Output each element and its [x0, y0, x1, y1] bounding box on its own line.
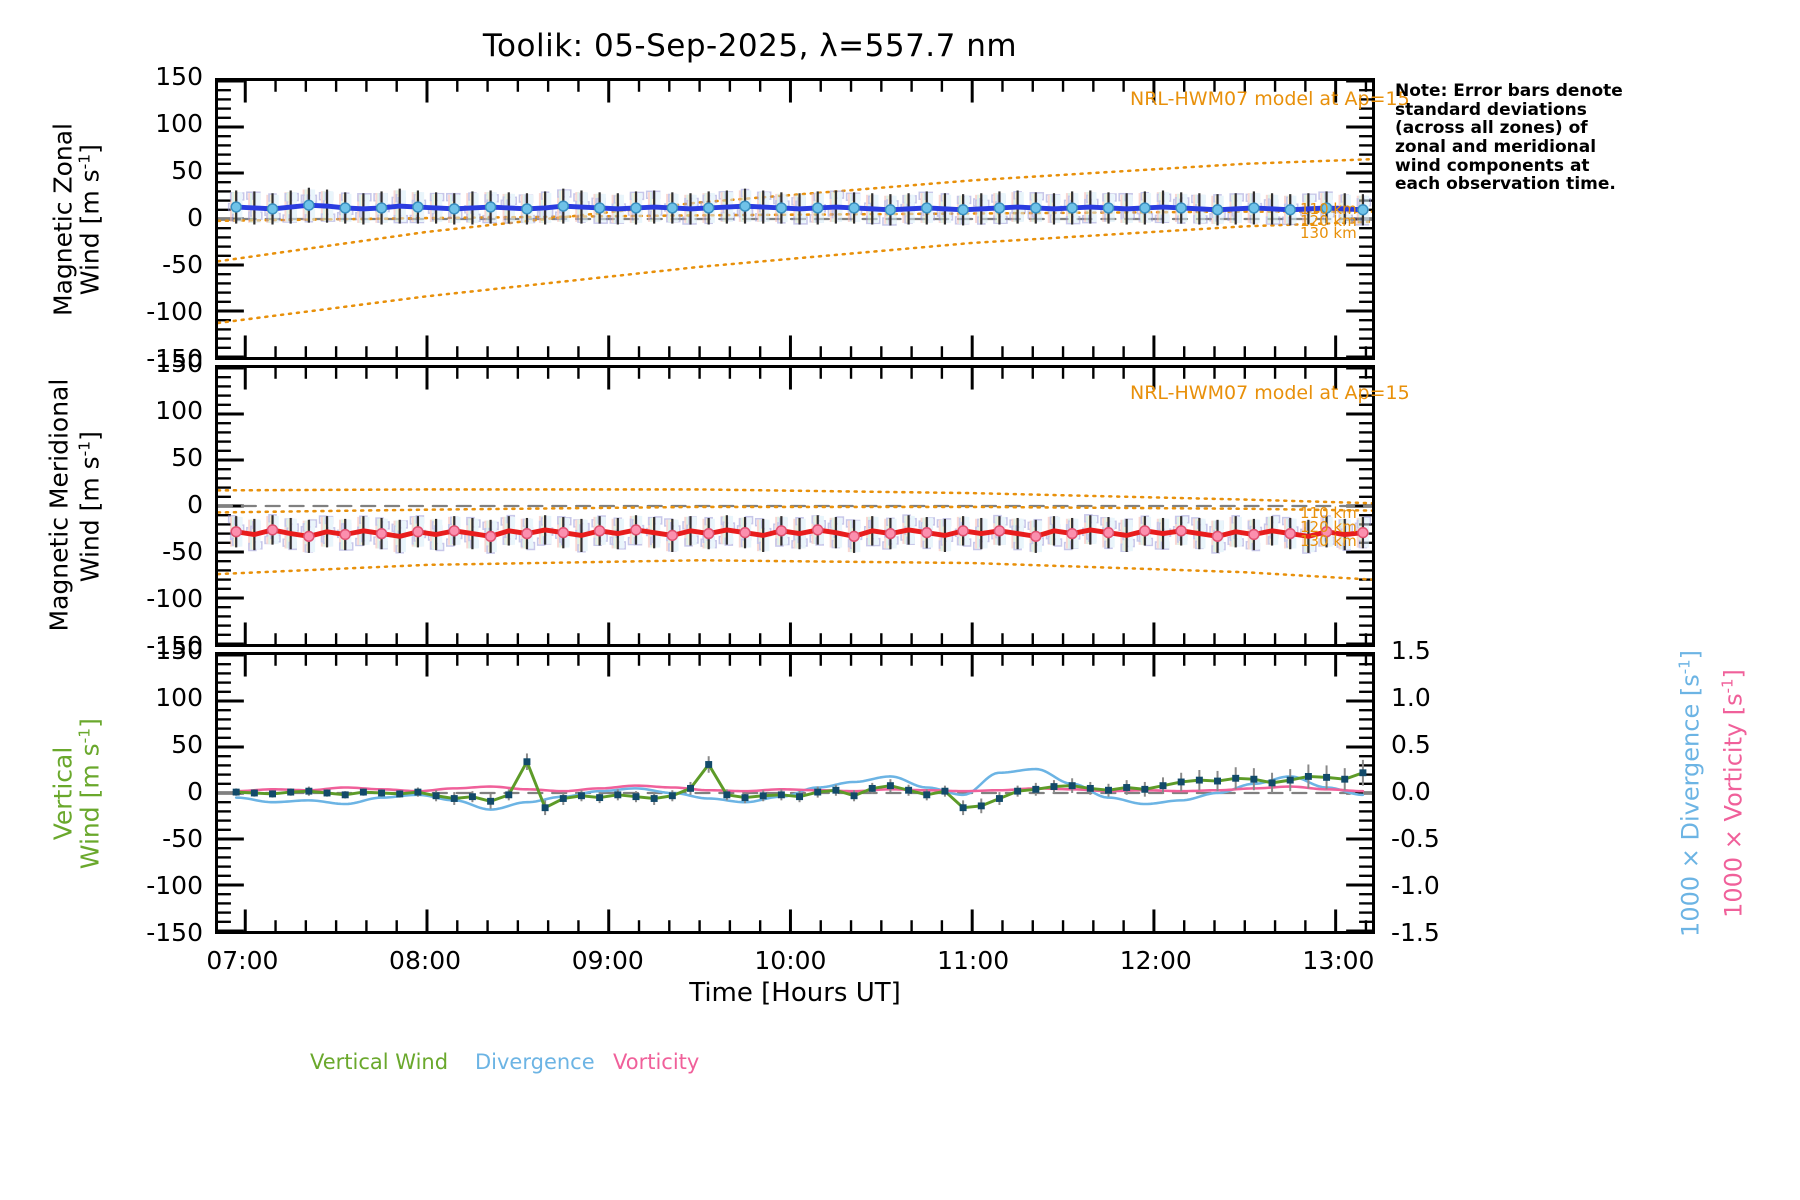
panel-meridional-canvas — [218, 368, 1372, 644]
xtick-label-1: 08:00 — [389, 946, 462, 975]
ytick-label-vertical-5: -100 — [146, 871, 203, 900]
ylabel-vorticity: 1000 × Vorticity [s-1] — [1719, 644, 1748, 944]
ytick-right-label-4: -0.5 — [1391, 824, 1440, 853]
ylabel-vorticity-sup: -1 — [1718, 678, 1737, 694]
alt-label-zonal-130: 130 km — [1300, 224, 1357, 242]
zonal-wind-markers — [230, 199, 1369, 216]
panel-vertical-canvas — [218, 655, 1372, 931]
ylabel-divergence-close: ] — [1676, 650, 1705, 660]
ytick-label-meridional-1: 100 — [155, 396, 203, 425]
alt-label-meridional-120: 120 km — [1300, 518, 1357, 536]
ytick-right-label-1: 1.0 — [1391, 683, 1431, 712]
xaxis-label: Time [Hours UT] — [689, 978, 901, 1008]
axis-ticks — [218, 81, 1372, 357]
alt-label-zonal-110: 110 km — [1300, 200, 1357, 218]
page-title: Toolik: 05-Sep-2025, λ=557.7 nm — [482, 28, 1018, 64]
ytick-right-label-6: -1.5 — [1391, 918, 1440, 947]
ytick-right-label-5: -1.0 — [1391, 871, 1440, 900]
xtick-label-0: 07:00 — [206, 946, 279, 975]
xtick-label-2: 09:00 — [571, 946, 644, 975]
meridional-wind-markers — [230, 524, 1369, 542]
ytick-label-vertical-1: 100 — [155, 683, 203, 712]
ylabel-vorticity-text: 1000 × Vorticity [s — [1719, 693, 1748, 918]
hwm-curve-meridional-2 — [218, 559, 1372, 581]
ytick-label-meridional-3: 0 — [187, 490, 203, 519]
ytick-label-vertical-3: 0 — [187, 777, 203, 806]
hwm-label-zonal: NRL-HWM07 model at Ap=15 — [1130, 88, 1410, 110]
xtick-label-4: 11:00 — [937, 946, 1010, 975]
ylabel-vertical-line1: Vertical — [48, 746, 78, 841]
ytick-label-meridional-2: 50 — [171, 443, 203, 472]
ytick-label-meridional-0: 150 — [155, 349, 203, 378]
vertical-wind-markers — [232, 758, 1367, 812]
ylabel-divergence: 1000 × Divergence [s-1] — [1676, 644, 1705, 944]
zonal-wind-line — [233, 202, 1366, 213]
vorticity-line — [234, 784, 1365, 793]
ytick-label-zonal-5: -100 — [146, 297, 203, 326]
ytick-label-zonal-6: -150 — [146, 344, 203, 373]
ytick-label-zonal-0: 150 — [155, 62, 203, 91]
hwm-curve-meridional-1 — [218, 505, 1372, 514]
ytick-right-label-0: 1.5 — [1391, 636, 1431, 665]
axis-ticks — [218, 368, 1372, 644]
hwm-label-meridional: NRL-HWM07 model at Ap=15 — [1130, 382, 1410, 404]
ytick-label-zonal-3: 0 — [187, 203, 203, 232]
ytick-label-vertical-6: -150 — [146, 918, 203, 947]
xtick-label-5: 12:00 — [1119, 946, 1192, 975]
panel-magnetic-meridional — [215, 365, 1375, 647]
ytick-right-label-2: 0.5 — [1391, 730, 1431, 759]
ytick-label-zonal-2: 50 — [171, 156, 203, 185]
ylabel-divergence-text: 1000 × Divergence [s — [1676, 674, 1705, 937]
meridional-wind-line — [233, 527, 1366, 539]
hwm-curve-zonal-0 — [218, 210, 1372, 223]
ytick-label-vertical-0: 150 — [155, 636, 203, 665]
error-bars-vertical — [235, 753, 1364, 816]
xtick-label-6: 13:00 — [1302, 946, 1375, 975]
legend-vorticity: Vorticity — [613, 1050, 700, 1074]
xtick-label-3: 10:00 — [754, 946, 827, 975]
ylabel-meridional-units-b: ] — [75, 431, 105, 441]
ylabel-vorticity-close: ] — [1719, 669, 1748, 679]
alt-label-meridional-130: 130 km — [1300, 532, 1357, 550]
panel-zonal-canvas — [218, 81, 1372, 357]
ytick-label-meridional-6: -150 — [146, 631, 203, 660]
legend-divergence: Divergence — [475, 1050, 595, 1074]
ylabel-zonal-line1: Magnetic Zonal — [48, 123, 78, 316]
ytick-label-zonal-1: 100 — [155, 109, 203, 138]
panel-vertical — [215, 652, 1375, 934]
ytick-label-vertical-4: -50 — [162, 824, 203, 853]
ytick-right-label-3: 0.0 — [1391, 777, 1431, 806]
legend-vertical-wind: Vertical Wind — [310, 1050, 449, 1074]
ylabel-meridional-line1: Magnetic Meridional — [44, 378, 74, 632]
ytick-label-meridional-4: -50 — [162, 537, 203, 566]
ytick-label-meridional-5: -100 — [146, 584, 203, 613]
ylabel-divergence-sup: -1 — [1675, 659, 1694, 675]
ylabel-vertical-units-b: ] — [75, 718, 105, 728]
alt-label-meridional-110: 110 km — [1300, 504, 1357, 522]
hwm-curve-zonal-2 — [218, 220, 1372, 325]
hwm-curve-meridional-0 — [218, 488, 1372, 505]
panel-magnetic-zonal — [215, 78, 1375, 360]
alt-label-zonal-120: 120 km — [1300, 212, 1357, 230]
ytick-label-vertical-2: 50 — [171, 730, 203, 759]
ylabel-zonal-units-b: ] — [75, 144, 105, 154]
ytick-label-zonal-4: -50 — [162, 250, 203, 279]
error-bar-note: Note: Error bars denote standard deviati… — [1395, 81, 1623, 195]
